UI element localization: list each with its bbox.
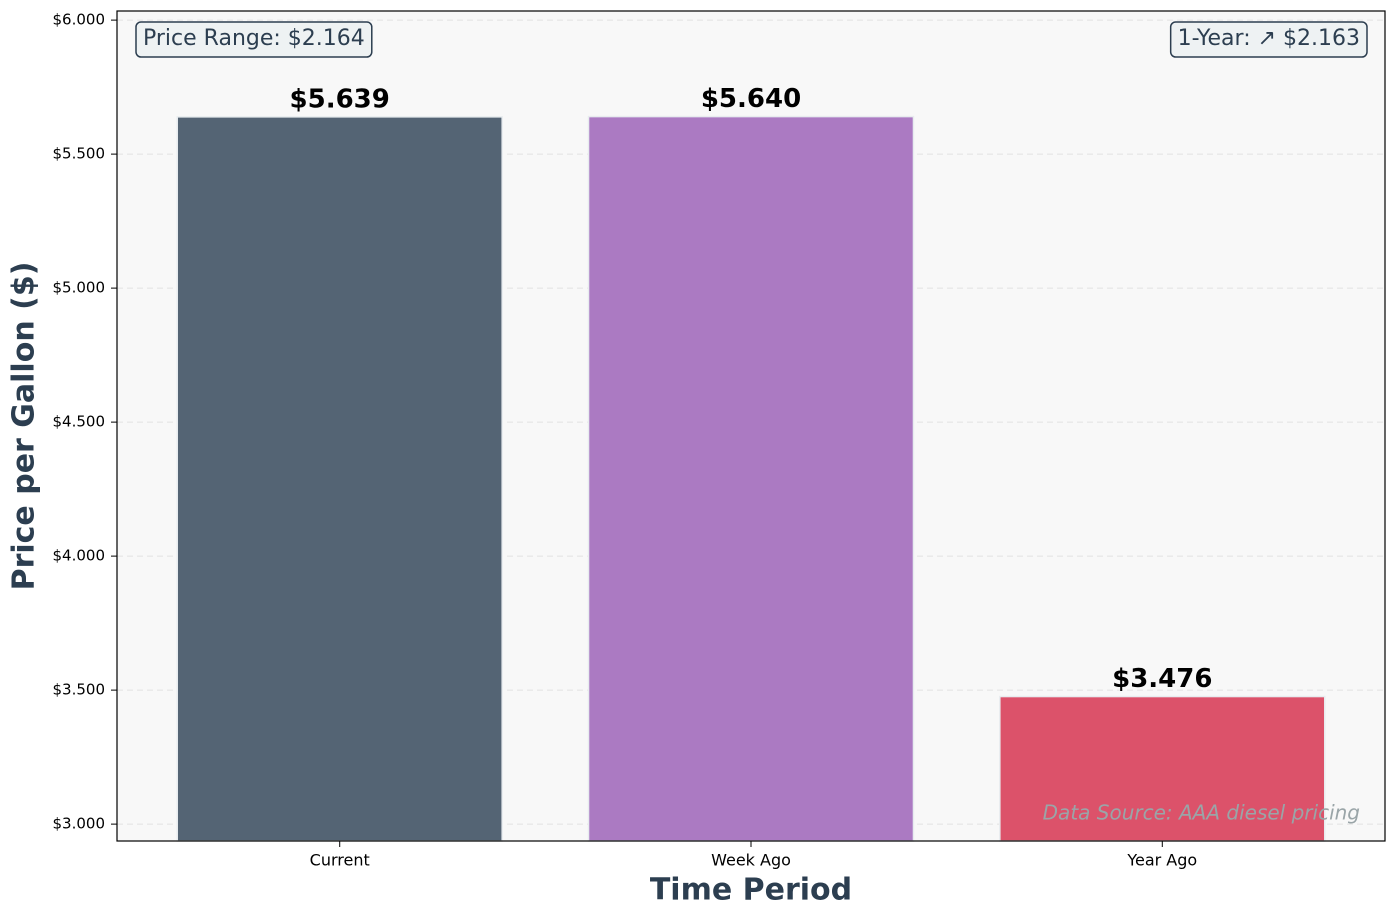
- value-label: $5.640: [701, 84, 801, 114]
- annotation-box: [135, 21, 373, 58]
- x-axis-title: Time Period: [650, 873, 852, 908]
- y-tick-label: $3.500: [53, 681, 106, 699]
- value-label: $3.476: [1112, 664, 1212, 694]
- x-tick-label: Current: [310, 851, 370, 870]
- y-tick-label: $5.000: [53, 279, 106, 297]
- x-tick-label: Week Ago: [711, 851, 791, 870]
- value-label: $5.639: [290, 84, 390, 114]
- y-tick-label: $6.000: [53, 11, 106, 29]
- source-note: Data Source: AAA diesel pricing: [1043, 801, 1360, 825]
- y-tick-label: $4.500: [53, 413, 106, 431]
- plot-frame: [116, 10, 1386, 842]
- y-tick-label: $5.500: [53, 145, 106, 163]
- y-axis-title: Price per Gallon ($): [7, 262, 42, 591]
- annotation: 1-Year: ↗ $2.163: [1178, 26, 1360, 51]
- y-tick-label: $3.000: [53, 815, 106, 833]
- annotation-box: [1169, 21, 1368, 58]
- annotation: Price Range: $2.164: [143, 26, 365, 51]
- bar: [176, 116, 503, 842]
- bar: [999, 695, 1326, 842]
- y-tick-label: $4.000: [53, 547, 106, 565]
- bar: [587, 115, 915, 842]
- x-tick-label: Year Ago: [1126, 851, 1197, 870]
